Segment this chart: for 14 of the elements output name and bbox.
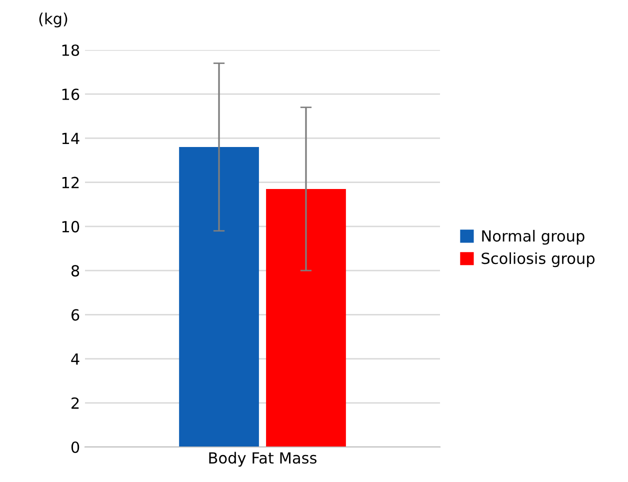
legend-label: Scoliosis group: [482, 252, 595, 268]
y-tick-label: 18: [62, 44, 80, 56]
y-tick-label: 14: [62, 132, 80, 144]
y-tick-label: 16: [62, 88, 80, 100]
y-tick-label: 4: [71, 353, 80, 365]
y-tick-label: 10: [62, 220, 80, 232]
y-tick-label: 6: [71, 309, 80, 321]
y-axis-title: (kg): [39, 12, 68, 28]
x-tick-label: Body Fat Mass: [209, 452, 316, 467]
y-tick-label: 0: [71, 441, 80, 454]
y-tick-label: 2: [72, 397, 79, 409]
y-tick-label: 12: [62, 176, 79, 188]
y-tick-label: 8: [71, 265, 80, 277]
legend-label: Normal group: [482, 230, 584, 245]
